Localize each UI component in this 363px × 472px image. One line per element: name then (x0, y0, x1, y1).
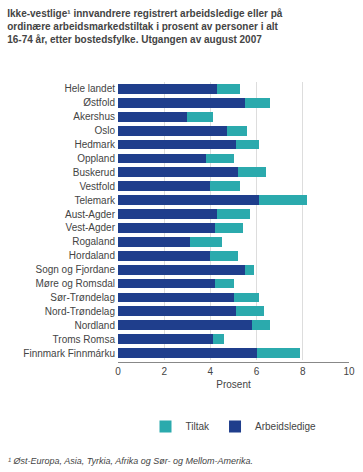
svg-text:Ikke-vestlige¹ innvandrere reg: Ikke-vestlige¹ innvandrere registrert ar… (7, 8, 283, 45)
svg-text:8: 8 (300, 366, 306, 377)
svg-text:Buskerud: Buskerud (73, 167, 115, 178)
svg-text:Møre og Romsdal: Møre og Romsdal (36, 278, 115, 289)
svg-text:Østfold: Østfold (83, 97, 115, 108)
svg-text:6: 6 (254, 366, 260, 377)
svg-text:Finnmark Finnmárku: Finnmark Finnmárku (23, 348, 115, 359)
svg-text:10: 10 (343, 366, 355, 377)
svg-text:Oppland: Oppland (77, 153, 115, 164)
svg-text:Vestfold: Vestfold (79, 181, 115, 192)
svg-text:Arbeidsledige: Arbeidsledige (255, 421, 316, 432)
svg-text:Sør-Trøndelag: Sør-Trøndelag (50, 292, 115, 303)
svg-text:Aust-Agder: Aust-Agder (65, 209, 116, 220)
svg-text:Tiltak: Tiltak (186, 421, 211, 432)
svg-text:0: 0 (115, 366, 121, 377)
svg-text:Troms Romsa: Troms Romsa (53, 334, 116, 345)
svg-text:Nordland: Nordland (74, 320, 115, 331)
svg-text:¹ Øst-Europa, Asia, Tyrkia, Af: ¹ Øst-Europa, Asia, Tyrkia, Afrika og Sø… (8, 456, 253, 466)
svg-text:Nord-Trøndelag: Nord-Trøndelag (45, 306, 115, 317)
svg-text:Vest-Agder: Vest-Agder (66, 222, 116, 233)
svg-text:Prosent: Prosent (216, 379, 251, 390)
svg-text:Hele landet: Hele landet (64, 83, 115, 94)
svg-text:Hordaland: Hordaland (69, 250, 115, 261)
svg-text:4: 4 (208, 366, 214, 377)
svg-text:Telemark: Telemark (74, 195, 116, 206)
svg-text:2: 2 (161, 366, 167, 377)
svg-text:Hedmark: Hedmark (74, 139, 116, 150)
svg-text:Sogn og Fjordane: Sogn og Fjordane (35, 264, 115, 275)
svg-text:Akershus: Akershus (73, 111, 115, 122)
svg-text:Oslo: Oslo (94, 125, 115, 136)
svg-text:Rogaland: Rogaland (72, 236, 115, 247)
